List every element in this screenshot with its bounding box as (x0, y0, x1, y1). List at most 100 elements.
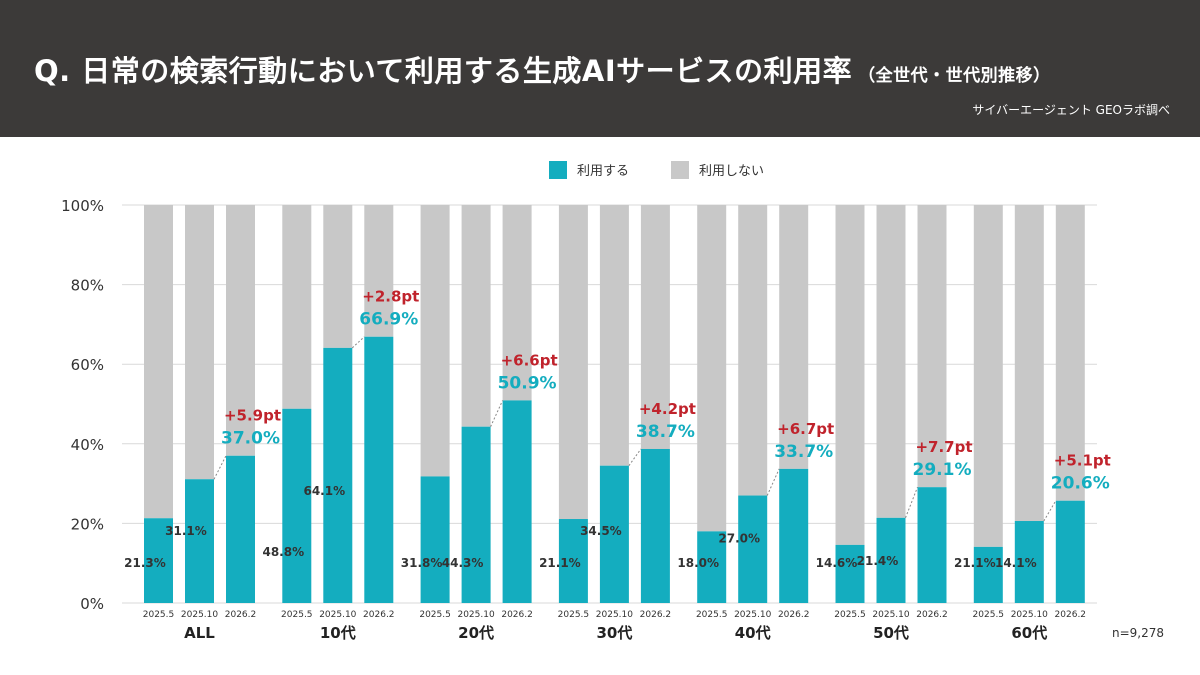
period-label: 2025.10 (872, 610, 909, 620)
bar-use (558, 519, 588, 603)
highlight-value-label: 38.7% (636, 422, 695, 442)
bar-use (835, 544, 865, 603)
period-label: 2025.10 (596, 610, 633, 620)
bar-use (599, 465, 629, 603)
header-bar: Q. 日常の検索行動において利用する生成AIサービスの利用率 （全世代・世代別推移… (0, 0, 1200, 137)
trend-connector (766, 468, 780, 496)
group-label: 50代 (873, 624, 909, 642)
legend-label-not-use: 利用しない (699, 164, 765, 179)
title-main: Q. 日常の検索行動において利用する生成AIサービスの利用率 (34, 54, 853, 88)
bar-value-label: 31.8% (401, 556, 443, 570)
period-label: 2025.5 (281, 610, 313, 620)
bar-use (323, 347, 353, 603)
bar-value-label: 64.1% (303, 484, 345, 498)
bar-not-use (502, 205, 532, 401)
trend-connector (351, 336, 365, 349)
bar-use (973, 546, 1003, 603)
bar-use (364, 336, 394, 603)
highlight-value-label: 20.6% (1051, 474, 1110, 494)
bar-not-use (364, 205, 394, 337)
delta-label: +2.8pt (362, 288, 419, 306)
bar-value-label: 14.1% (995, 556, 1037, 570)
bar-use (420, 476, 450, 603)
bar-not-use (697, 205, 727, 532)
y-tick-label: 0% (80, 595, 104, 613)
trend-connector (490, 400, 504, 427)
legend-item-use: 利用する (549, 160, 629, 179)
period-label: 2025.10 (457, 610, 494, 620)
bar-value-label: 18.0% (677, 556, 719, 570)
bar-use (779, 468, 809, 603)
period-label: 2025.10 (734, 610, 771, 620)
delta-label: +6.6pt (501, 351, 558, 369)
bar-not-use (738, 205, 768, 496)
highlight-value-label: 29.1% (913, 460, 972, 480)
trend-connector (213, 455, 227, 480)
period-label: 2026.2 (1055, 610, 1087, 620)
period-label: 2025.5 (696, 610, 728, 620)
legend-swatch-use (549, 160, 567, 179)
bar-use (144, 518, 173, 603)
bar-value-label: 14.6% (816, 556, 858, 570)
bar-use (502, 400, 532, 603)
bar-not-use (323, 205, 353, 348)
period-label: 2025.10 (181, 610, 218, 620)
bar-not-use (185, 205, 214, 480)
bar-value-label: 48.8% (262, 545, 304, 559)
bar-not-use (558, 205, 588, 520)
chart-legend: 利用する 利用しない (0, 160, 1200, 182)
bar-value-label: 21.1% (954, 556, 996, 570)
bar-not-use (599, 205, 629, 466)
delta-label: +5.1pt (1054, 452, 1111, 470)
sample-size: n=9,278 (1111, 626, 1164, 640)
bar-value-label: 21.4% (857, 554, 899, 568)
bar-use (697, 531, 727, 603)
bar-not-use (144, 205, 173, 519)
bar-use (876, 517, 906, 603)
page-title: Q. 日常の検索行動において利用する生成AIサービスの利用率 （全世代・世代別推移… (34, 48, 1051, 90)
period-label: 2025.5 (834, 610, 866, 620)
delta-label: +5.9pt (224, 407, 281, 425)
delta-label: +4.2pt (639, 400, 696, 418)
bar-use (461, 426, 491, 603)
period-label: 2026.2 (501, 610, 533, 620)
bar-not-use (420, 205, 450, 477)
group-label: 60代 (1011, 624, 1047, 642)
y-tick-label: 40% (71, 436, 104, 454)
delta-label: +7.7pt (915, 438, 972, 456)
bar-use (185, 479, 214, 603)
period-label: 2026.2 (363, 610, 395, 620)
title-sub: （全世代・世代別推移） (858, 66, 1051, 86)
bar-use (738, 495, 768, 603)
trend-connector (1043, 500, 1057, 522)
bar-use (1055, 500, 1085, 603)
period-label: 2025.5 (419, 610, 451, 620)
delta-label: +6.7pt (777, 420, 834, 438)
legend-label-use: 利用する (577, 164, 630, 179)
period-label: 2026.2 (916, 610, 948, 620)
period-label: 2025.5 (973, 610, 1005, 620)
bar-not-use (640, 205, 670, 449)
period-label: 2026.2 (225, 610, 257, 620)
highlight-value-label: 33.7% (774, 442, 833, 462)
group-label: 30代 (596, 624, 632, 642)
group-label: ALL (184, 624, 215, 642)
y-tick-label: 60% (71, 356, 104, 374)
y-tick-label: 20% (71, 515, 104, 533)
bar-use (640, 448, 670, 603)
bar-value-label: 27.0% (718, 532, 760, 546)
bar-value-label: 34.5% (580, 524, 622, 538)
group-label: 40代 (735, 624, 771, 642)
bar-not-use (282, 205, 312, 409)
group-label: 10代 (320, 624, 356, 642)
bar-not-use (1055, 205, 1085, 501)
legend-swatch-not-use (671, 160, 689, 179)
bar-value-label: 44.3% (442, 556, 484, 570)
period-label: 2026.2 (778, 610, 810, 620)
highlight-value-label: 37.0% (221, 429, 280, 449)
trend-connector (905, 486, 918, 519)
bar-not-use (835, 205, 865, 545)
bar-value-label: 21.3% (124, 556, 166, 570)
bar-use (226, 455, 255, 603)
